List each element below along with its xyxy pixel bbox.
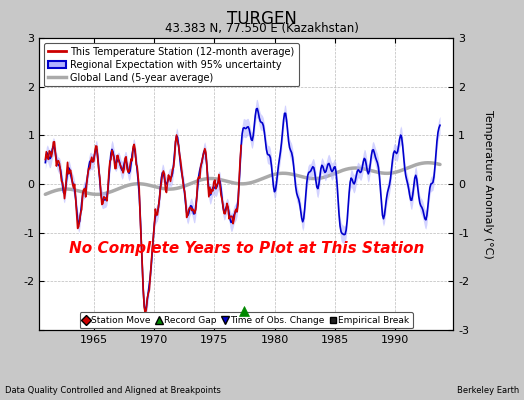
Text: Berkeley Earth: Berkeley Earth [456, 386, 519, 395]
Text: 43.383 N, 77.550 E (Kazakhstan): 43.383 N, 77.550 E (Kazakhstan) [165, 22, 359, 35]
Text: TURGEN: TURGEN [227, 10, 297, 28]
Y-axis label: Temperature Anomaly (°C): Temperature Anomaly (°C) [483, 110, 493, 258]
Text: No Complete Years to Plot at This Station: No Complete Years to Plot at This Statio… [69, 241, 424, 256]
Text: Data Quality Controlled and Aligned at Breakpoints: Data Quality Controlled and Aligned at B… [5, 386, 221, 395]
Legend: Station Move, Record Gap, Time of Obs. Change, Empirical Break: Station Move, Record Gap, Time of Obs. C… [80, 312, 413, 328]
